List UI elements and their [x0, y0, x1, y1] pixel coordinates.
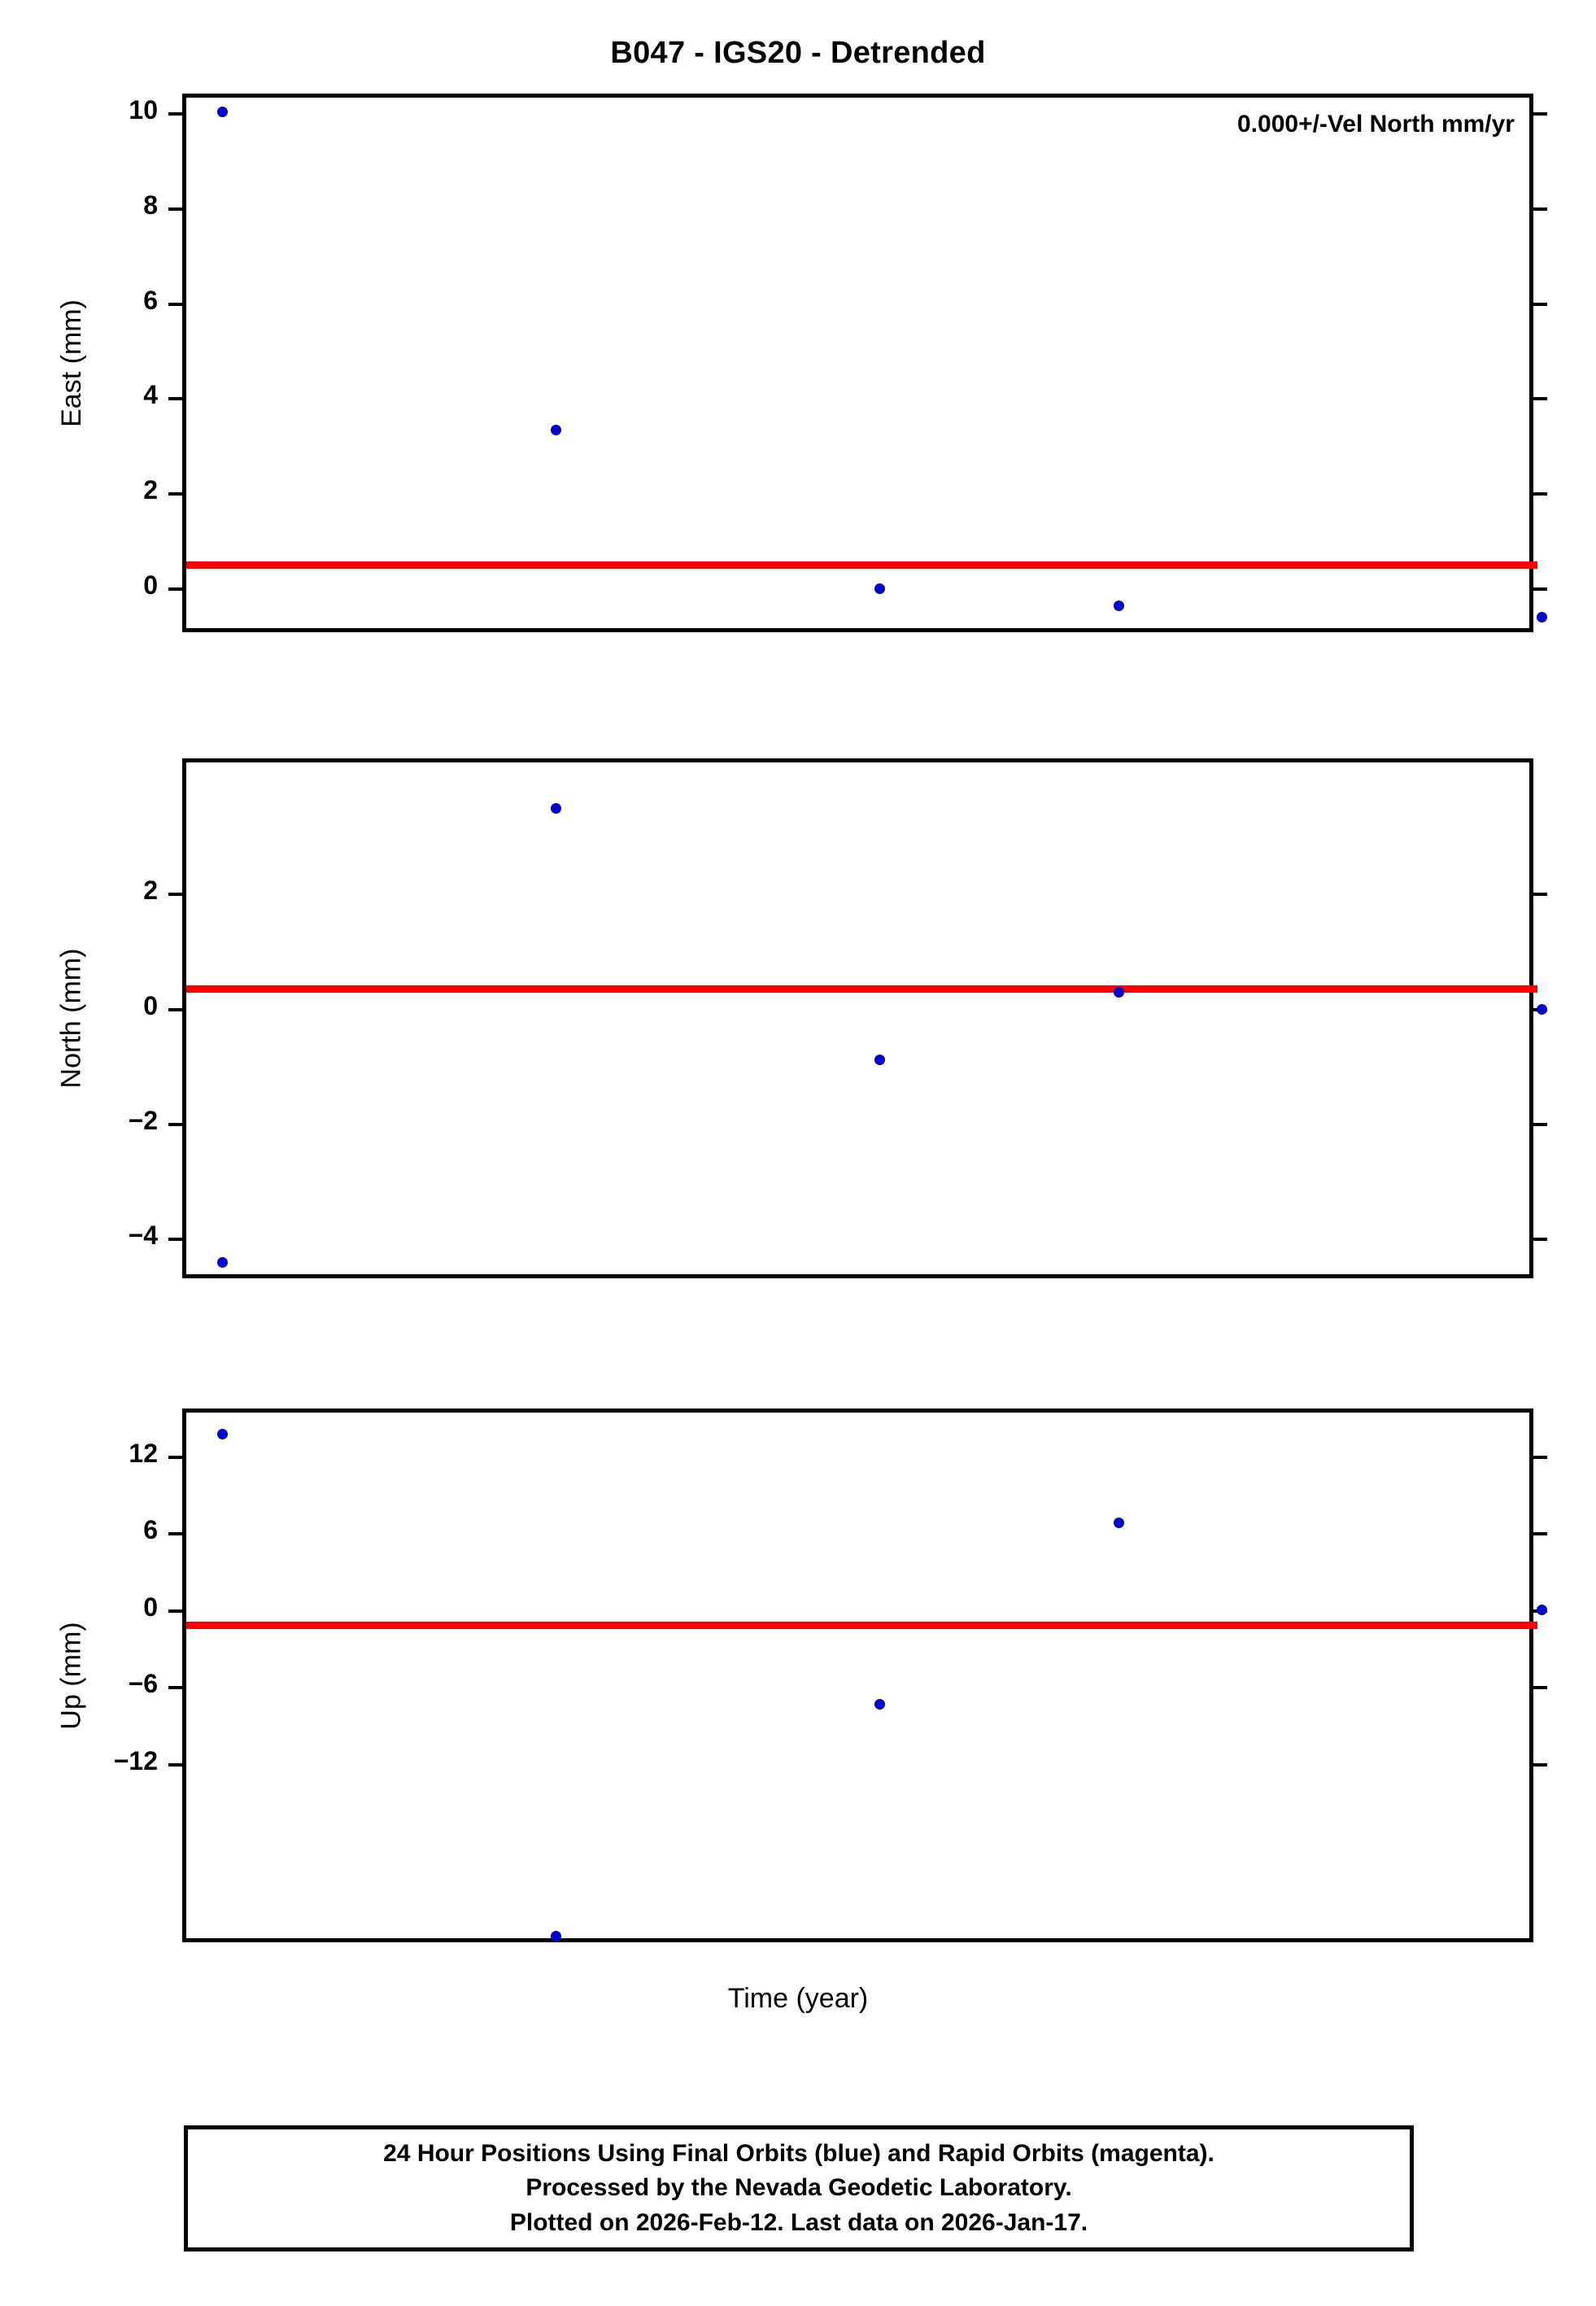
data-point [216, 106, 228, 117]
y-tick-right-up-4 [1529, 1456, 1547, 1460]
data-point [216, 1429, 228, 1440]
plot-area-up [168, 1413, 1548, 1941]
trend-line-up [186, 1621, 1537, 1629]
y-tick-right-north-3 [1529, 893, 1547, 897]
y-tick-east-3 [168, 302, 186, 306]
plot-area-north [168, 762, 1548, 1274]
figure-title: B047 - IGS20 - Detrended [610, 36, 986, 70]
data-point [550, 1930, 561, 1941]
x-axis-label: Time (year) [727, 1983, 869, 2014]
y-tick-label-east-2: 4 [143, 380, 158, 410]
data-point [1537, 1604, 1548, 1615]
y-tick-up-1 [168, 1686, 186, 1690]
panel-north [168, 758, 1548, 1278]
data-point [1113, 1517, 1124, 1528]
y-tick-right-east-1 [1529, 492, 1547, 496]
y-tick-north-2 [168, 1007, 186, 1011]
y-tick-label-east-0: 0 [143, 570, 158, 600]
y-tick-right-east-3 [1529, 302, 1547, 306]
y-tick-label-east-5: 10 [129, 95, 158, 125]
y-tick-east-2 [168, 397, 186, 401]
y-tick-label-east-1: 2 [143, 475, 158, 505]
data-point [1537, 1004, 1548, 1015]
y-tick-right-east-4 [1529, 207, 1547, 212]
y-tick-label-north-2: 0 [143, 990, 158, 1020]
trend-line-east [186, 561, 1537, 569]
data-point [550, 424, 561, 435]
y-tick-label-up-4: 12 [129, 1439, 158, 1469]
y-tick-east-5 [168, 112, 186, 116]
y-tick-up-0 [168, 1762, 186, 1767]
y-tick-right-east-0 [1529, 587, 1547, 591]
data-point [550, 802, 561, 814]
y-tick-right-north-0 [1529, 1238, 1547, 1242]
y-tick-label-up-2: 0 [143, 1592, 158, 1622]
y-tick-label-up-3: 6 [143, 1515, 158, 1545]
data-point [874, 1055, 886, 1066]
caption-line-2: Processed by the Nevada Geodetic Laborat… [525, 2174, 1072, 2202]
data-point [874, 583, 886, 595]
data-point [874, 1699, 886, 1710]
y-tick-up-3 [168, 1532, 186, 1536]
y-tick-north-1 [168, 1122, 186, 1126]
plot-area-east [168, 98, 1548, 628]
y-tick-east-4 [168, 207, 186, 212]
y-tick-north-3 [168, 893, 186, 897]
data-point [1537, 612, 1548, 623]
panel-up [168, 1408, 1548, 1942]
data-point [1113, 986, 1124, 998]
y-tick-right-up-0 [1529, 1762, 1547, 1767]
y-tick-label-up-1: −6 [128, 1669, 158, 1699]
y-tick-label-north-1: −2 [128, 1105, 158, 1135]
caption-box: 24 Hour Positions Using Final Orbits (bl… [184, 2125, 1414, 2251]
data-point [216, 1256, 228, 1268]
caption-line-3: Plotted on 2026-Feb-12. Last data on 202… [509, 2208, 1088, 2236]
panel-east: 0.000+/-Vel North mm/yr [168, 94, 1548, 632]
caption-line-1: 24 Hour Positions Using Final Orbits (bl… [383, 2139, 1214, 2167]
y-tick-right-up-1 [1529, 1686, 1547, 1690]
data-point [1113, 600, 1124, 611]
y-tick-label-north-0: −4 [128, 1221, 158, 1251]
y-tick-up-2 [168, 1609, 186, 1613]
y-tick-up-4 [168, 1456, 186, 1460]
y-tick-east-0 [168, 587, 186, 591]
y-tick-label-east-4: 8 [143, 190, 158, 221]
y-tick-right-east-2 [1529, 397, 1547, 401]
trend-line-north [186, 985, 1537, 994]
y-tick-label-east-3: 6 [143, 285, 158, 315]
y-tick-east-1 [168, 492, 186, 496]
y-tick-right-north-1 [1529, 1122, 1547, 1126]
y-tick-north-0 [168, 1238, 186, 1242]
y-tick-label-up-0: −12 [113, 1745, 158, 1775]
y-tick-right-up-3 [1529, 1532, 1547, 1536]
y-tick-right-east-5 [1529, 112, 1547, 116]
y-tick-label-north-3: 2 [143, 876, 158, 906]
velocity-annotation: 0.000+/-Vel North mm/yr [1237, 111, 1515, 138]
